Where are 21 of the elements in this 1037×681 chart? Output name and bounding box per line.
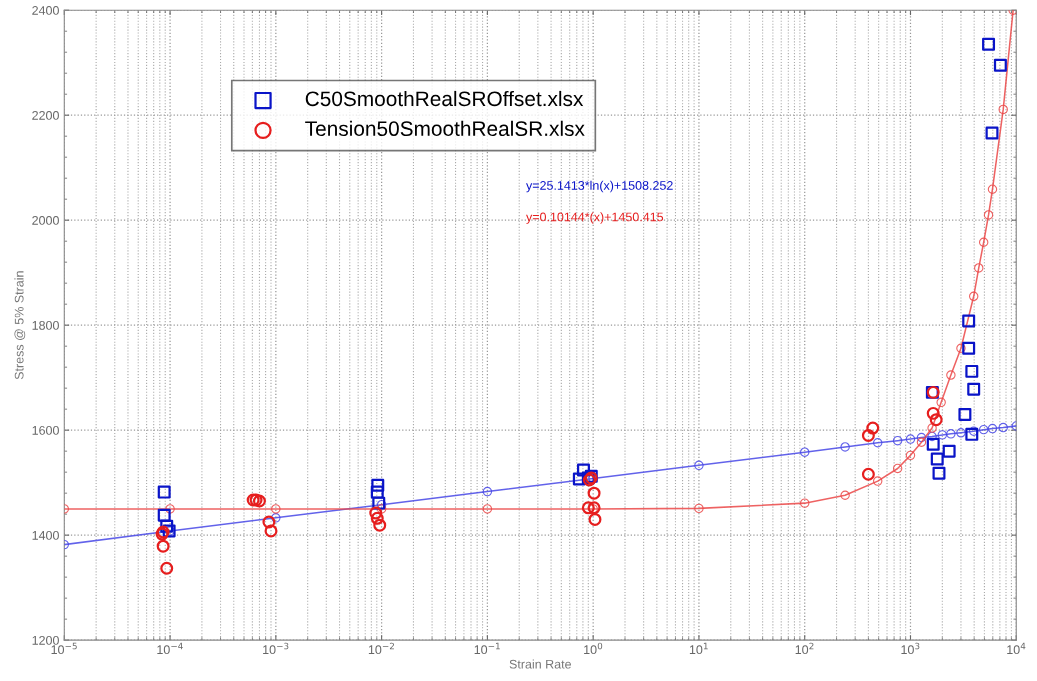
x-axis-title: Strain Rate xyxy=(509,659,571,669)
x-tick-label: 10$^{1}$ xyxy=(689,642,708,655)
y-tick-label: 2000 xyxy=(32,215,59,225)
annotation: y=0.10144*(x)+1450.415 xyxy=(526,212,664,224)
y-tick-label: 1800 xyxy=(32,320,59,330)
y-axis-title: Stress @ 5% Strain xyxy=(14,271,26,380)
x-tick-label: 10$^{−1}$ xyxy=(474,642,500,655)
x-tick-label: 10$^{2}$ xyxy=(795,642,814,655)
x-tick-label: 10$^{4}$ xyxy=(1007,642,1026,655)
legend-label: Tension50SmoothRealSR.xlsx xyxy=(305,120,585,137)
x-tick-label: 10$^{0}$ xyxy=(584,642,603,655)
y-tick-label: 1400 xyxy=(32,530,59,540)
y-tick-label: 2200 xyxy=(32,111,59,120)
x-tick-label: 10$^{−3}$ xyxy=(263,642,289,655)
y-tick-label: 2400 xyxy=(32,6,59,15)
x-tick-label: 10$^{−2}$ xyxy=(368,642,394,655)
annotation: y=25.1413*ln(x)+1508.252 xyxy=(526,180,673,193)
y-tick-label: 1600 xyxy=(32,425,59,435)
x-tick-label: 10$^{3}$ xyxy=(901,642,920,655)
x-tick-label: 10$^{−4}$ xyxy=(157,642,183,655)
legend-label: C50SmoothRealSROffset.xlsx xyxy=(305,90,584,107)
